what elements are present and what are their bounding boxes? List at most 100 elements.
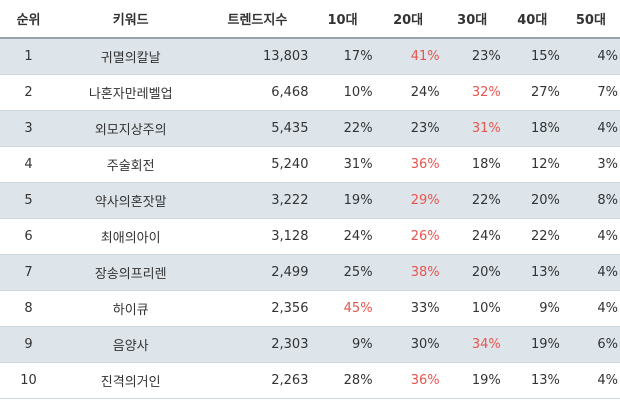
age-20-cell: 36% <box>374 146 442 183</box>
age-20-cell: 23% <box>374 110 442 147</box>
age-20-cell: 29% <box>374 182 442 219</box>
age-10-cell: 24% <box>310 218 375 255</box>
age-10-cell: 31% <box>310 146 375 183</box>
age-40-cell: 27% <box>502 74 562 111</box>
rank-cell: 1 <box>0 38 58 75</box>
table-row: 2 나혼자만레벨업 6,468 10% 24% 32% 27% 7% <box>0 74 620 111</box>
age-50-cell: 3% <box>561 146 620 183</box>
header-age-30: 30대 <box>441 0 503 39</box>
age-30-cell: 24% <box>441 218 503 255</box>
keyword-cell: 약사의혼잣말 <box>57 182 205 219</box>
trend-index-cell: 2,303 <box>204 326 311 363</box>
table-row: 5 약사의혼잣말 3,222 19% 29% 22% 20% 8% <box>0 182 620 219</box>
age-10-cell: 28% <box>310 362 375 399</box>
header-row: 순위 키워드 트렌드지수 10대 20대 30대 40대 50대 <box>0 0 620 39</box>
age-30-cell: 32% <box>441 74 503 111</box>
age-40-cell: 19% <box>502 326 562 363</box>
header-rank: 순위 <box>0 0 58 39</box>
age-40-cell: 15% <box>502 38 562 75</box>
table-row: 10 진격의거인 2,263 28% 36% 19% 13% 4% <box>0 362 620 399</box>
age-10-cell: 9% <box>310 326 375 363</box>
age-40-cell: 18% <box>502 110 562 147</box>
trend-index-cell: 2,356 <box>204 290 311 327</box>
age-50-cell: 4% <box>561 110 620 147</box>
header-age-20: 20대 <box>374 0 442 39</box>
keyword-cell: 하이큐 <box>57 290 205 327</box>
age-50-cell: 4% <box>561 362 620 399</box>
trend-index-cell: 3,128 <box>204 218 311 255</box>
age-20-cell: 36% <box>374 362 442 399</box>
trend-index-cell: 6,468 <box>204 74 311 111</box>
header-trend-index: 트렌드지수 <box>204 0 311 39</box>
keyword-cell: 최애의아이 <box>57 218 205 255</box>
table-row: 8 하이큐 2,356 45% 33% 10% 9% 4% <box>0 290 620 327</box>
table-body: 1 귀멸의칼날 13,803 17% 41% 23% 15% 4% 2 나혼자만… <box>0 38 620 399</box>
age-50-cell: 8% <box>561 182 620 219</box>
age-30-cell: 22% <box>441 182 503 219</box>
header-keyword: 키워드 <box>57 0 205 39</box>
keyword-cell: 외모지상주의 <box>57 110 205 147</box>
table-row: 6 최애의아이 3,128 24% 26% 24% 22% 4% <box>0 218 620 255</box>
age-30-cell: 23% <box>441 38 503 75</box>
trend-index-cell: 2,263 <box>204 362 311 399</box>
age-20-cell: 30% <box>374 326 442 363</box>
rank-cell: 4 <box>0 146 58 183</box>
keyword-cell: 귀멸의칼날 <box>57 38 205 75</box>
trend-index-cell: 3,222 <box>204 182 311 219</box>
age-10-cell: 45% <box>310 290 375 327</box>
table-row: 3 외모지상주의 5,435 22% 23% 31% 18% 4% <box>0 110 620 147</box>
table-row: 4 주술회전 5,240 31% 36% 18% 12% 3% <box>0 146 620 183</box>
age-10-cell: 17% <box>310 38 375 75</box>
keyword-cell: 진격의거인 <box>57 362 205 399</box>
age-40-cell: 13% <box>502 362 562 399</box>
rank-cell: 10 <box>0 362 58 399</box>
age-50-cell: 7% <box>561 74 620 111</box>
age-40-cell: 22% <box>502 218 562 255</box>
trend-index-cell: 2,499 <box>204 254 311 291</box>
keyword-cell: 장송의프리렌 <box>57 254 205 291</box>
trend-index-cell: 13,803 <box>204 38 311 75</box>
age-20-cell: 33% <box>374 290 442 327</box>
table-row: 7 장송의프리렌 2,499 25% 38% 20% 13% 4% <box>0 254 620 291</box>
rank-cell: 5 <box>0 182 58 219</box>
age-30-cell: 34% <box>441 326 503 363</box>
age-40-cell: 12% <box>502 146 562 183</box>
age-50-cell: 4% <box>561 38 620 75</box>
header-age-10: 10대 <box>310 0 375 39</box>
table-row: 1 귀멸의칼날 13,803 17% 41% 23% 15% 4% <box>0 38 620 75</box>
rank-cell: 2 <box>0 74 58 111</box>
age-10-cell: 25% <box>310 254 375 291</box>
table-row: 9 음양사 2,303 9% 30% 34% 19% 6% <box>0 326 620 363</box>
age-30-cell: 20% <box>441 254 503 291</box>
table-header: 순위 키워드 트렌드지수 10대 20대 30대 40대 50대 <box>0 0 620 39</box>
age-30-cell: 19% <box>441 362 503 399</box>
age-30-cell: 10% <box>441 290 503 327</box>
age-10-cell: 22% <box>310 110 375 147</box>
age-50-cell: 6% <box>561 326 620 363</box>
age-10-cell: 19% <box>310 182 375 219</box>
trend-index-cell: 5,240 <box>204 146 311 183</box>
age-50-cell: 4% <box>561 254 620 291</box>
keyword-cell: 주술회전 <box>57 146 205 183</box>
rank-cell: 3 <box>0 110 58 147</box>
age-40-cell: 9% <box>502 290 562 327</box>
age-10-cell: 10% <box>310 74 375 111</box>
keyword-cell: 음양사 <box>57 326 205 363</box>
age-30-cell: 31% <box>441 110 503 147</box>
rank-cell: 7 <box>0 254 58 291</box>
header-age-40: 40대 <box>502 0 562 39</box>
age-20-cell: 24% <box>374 74 442 111</box>
age-20-cell: 26% <box>374 218 442 255</box>
rank-cell: 6 <box>0 218 58 255</box>
trend-index-cell: 5,435 <box>204 110 311 147</box>
age-20-cell: 38% <box>374 254 442 291</box>
age-40-cell: 13% <box>502 254 562 291</box>
header-age-50: 50대 <box>561 0 620 39</box>
age-50-cell: 4% <box>561 290 620 327</box>
rank-cell: 8 <box>0 290 58 327</box>
age-40-cell: 20% <box>502 182 562 219</box>
age-20-cell: 41% <box>374 38 442 75</box>
keyword-cell: 나혼자만레벨업 <box>57 74 205 111</box>
age-50-cell: 4% <box>561 218 620 255</box>
